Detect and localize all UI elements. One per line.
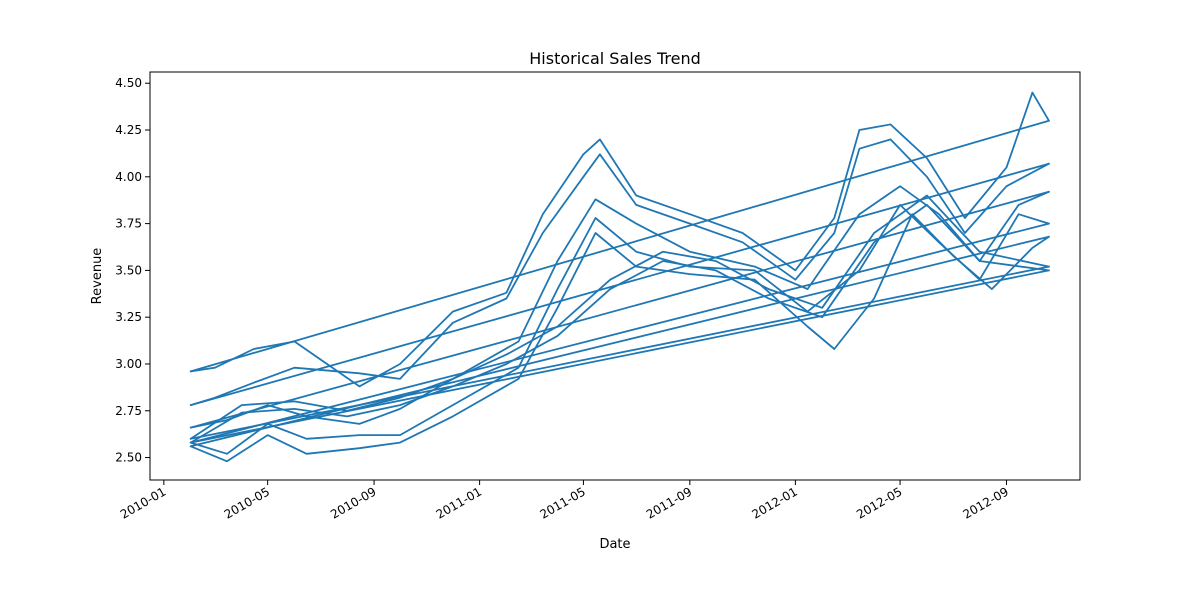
series-line-8 (189, 222, 1050, 444)
y-tick-label: 3.50 (115, 263, 142, 277)
y-axis: 2.50 2.75 3.00 3.25 3.50 3.75 4.00 4.25 4.50 (115, 76, 150, 465)
y-axis-label: Revenue (90, 248, 105, 305)
y-tick-label: 3.75 (115, 217, 142, 231)
series-line-10 (189, 235, 1050, 448)
series-line-12 (189, 265, 1050, 440)
y-tick-label: 2.50 (115, 451, 142, 465)
series-line-11 (189, 194, 1050, 440)
y-tick-label: 3.25 (115, 310, 142, 324)
x-axis-label: Date (599, 537, 630, 552)
y-tick-label: 3.00 (115, 357, 142, 371)
y-tick-label: 4.00 (115, 170, 142, 184)
chart-title: Historical Sales Trend (529, 49, 701, 68)
series-layer (189, 91, 1050, 463)
series-line-3 (189, 138, 1050, 406)
series-line-2 (189, 119, 1050, 373)
series-line-6 (189, 190, 1050, 429)
plot-frame (149, 71, 1081, 481)
y-tick-label: 4.50 (115, 76, 142, 90)
series-line-14 (189, 269, 1050, 444)
y-tick-label: 2.75 (115, 404, 142, 418)
y-tick-label: 4.25 (115, 123, 142, 137)
